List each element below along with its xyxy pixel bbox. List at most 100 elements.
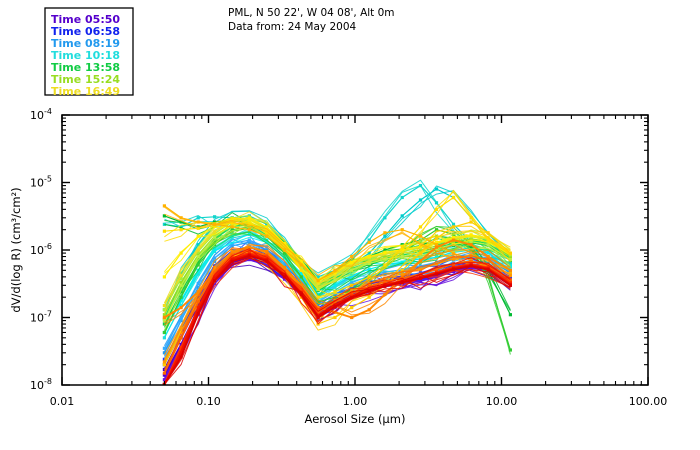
- data-point-marker: [367, 284, 371, 288]
- data-curve: [164, 257, 511, 385]
- data-point-marker: [265, 263, 269, 267]
- data-point-marker: [213, 237, 217, 241]
- data-point-marker: [451, 195, 456, 200]
- data-point-marker: [451, 267, 456, 271]
- data-point-marker: [418, 279, 423, 283]
- y-tick-label: 10-4: [30, 107, 52, 122]
- data-point-marker: [400, 280, 404, 285]
- data-point-marker: [418, 225, 423, 229]
- data-point-marker: [508, 313, 512, 317]
- data-point-marker: [162, 363, 166, 367]
- data-point-marker: [162, 214, 166, 218]
- data-point-marker: [418, 267, 423, 271]
- data-point-marker: [230, 225, 234, 229]
- data-point-marker: [230, 223, 234, 227]
- data-point-marker: [247, 216, 251, 220]
- data-point-marker: [486, 275, 490, 279]
- data-point-marker: [434, 272, 439, 276]
- data-point-marker: [434, 243, 439, 247]
- data-point-marker: [316, 300, 320, 304]
- data-point-marker: [162, 330, 166, 335]
- legend-item-0[interactable]: Time 05:50: [51, 13, 120, 26]
- data-point-marker: [316, 275, 320, 279]
- data-point-marker: [265, 234, 269, 238]
- data-point-marker: [213, 235, 217, 239]
- data-point-marker: [196, 216, 200, 220]
- data-point-marker: [434, 207, 439, 211]
- data-point-marker: [350, 268, 354, 272]
- data-point-marker: [383, 257, 387, 261]
- data-point-marker: [367, 251, 371, 255]
- data-point-marker: [230, 219, 234, 223]
- data-curve: [163, 229, 511, 332]
- legend-item-2[interactable]: Time 08:19: [51, 37, 120, 50]
- data-point-marker: [316, 306, 320, 310]
- data-point-marker: [434, 260, 439, 264]
- data-point-marker: [282, 251, 287, 255]
- data-point-marker: [486, 268, 490, 272]
- y-tick-label: 10-6: [30, 242, 52, 257]
- data-curve: [163, 254, 511, 385]
- data-point-marker: [196, 234, 200, 238]
- data-point-marker: [418, 276, 423, 280]
- data-point-marker: [508, 273, 512, 277]
- data-point-marker: [316, 315, 320, 320]
- data-point-marker: [383, 263, 387, 267]
- data-point-marker: [179, 345, 183, 349]
- data-point-marker: [333, 305, 337, 309]
- legend-item-4[interactable]: Time 13:58: [51, 61, 120, 74]
- x-tick-label: 0.01: [50, 395, 75, 408]
- data-point-marker: [162, 351, 166, 355]
- y-tick-exponent: -6: [44, 242, 52, 251]
- data-curve: [164, 206, 511, 276]
- data-point-marker: [162, 308, 166, 312]
- data-curve: [164, 213, 511, 281]
- data-point-marker: [469, 243, 473, 247]
- data-point-marker: [196, 226, 200, 230]
- data-point-marker: [508, 268, 512, 272]
- data-point-marker: [230, 258, 234, 262]
- data-point-marker: [179, 315, 183, 320]
- data-point-marker: [265, 259, 269, 263]
- data-point-marker: [367, 238, 371, 242]
- data-point-marker: [383, 216, 387, 220]
- data-point-marker: [247, 245, 251, 249]
- y-tick-label: 10-8: [30, 377, 52, 392]
- data-point-marker: [282, 241, 287, 246]
- data-point-marker: [162, 315, 166, 320]
- data-point-marker: [508, 271, 512, 275]
- data-point-marker: [179, 326, 183, 330]
- data-curves-group: [162, 179, 512, 385]
- data-point-marker: [333, 290, 337, 294]
- data-point-marker: [179, 342, 183, 346]
- data-point-marker: [265, 249, 269, 254]
- data-point-marker: [383, 280, 387, 284]
- data-point-marker: [434, 228, 439, 232]
- legend-item-3[interactable]: Time 10:18: [51, 49, 120, 62]
- y-tick-exponent: -7: [44, 310, 52, 319]
- data-curve: [164, 191, 511, 299]
- data-point-marker: [400, 245, 404, 249]
- data-point-marker: [282, 265, 287, 270]
- data-point-marker: [179, 228, 183, 232]
- data-point-marker: [418, 234, 423, 238]
- data-point-marker: [400, 272, 404, 276]
- legend-item-6[interactable]: Time 16:49: [51, 85, 120, 98]
- data-point-marker: [265, 222, 269, 226]
- data-point-marker: [400, 268, 404, 272]
- legend-item-1[interactable]: Time 06:58: [51, 25, 120, 38]
- data-point-marker: [179, 306, 183, 310]
- x-tick-label: 1.00: [343, 395, 368, 408]
- data-point-marker: [162, 304, 166, 308]
- y-tick-exponent: -4: [44, 107, 52, 116]
- data-point-marker: [383, 231, 387, 235]
- data-point-marker: [383, 234, 387, 238]
- data-point-marker: [418, 248, 423, 252]
- data-point-marker: [508, 283, 512, 287]
- data-point-marker: [383, 250, 387, 254]
- data-point-marker: [383, 248, 387, 252]
- data-point-marker: [469, 245, 473, 249]
- legend-item-5[interactable]: Time 15:24: [51, 73, 120, 86]
- data-point-marker: [247, 240, 251, 244]
